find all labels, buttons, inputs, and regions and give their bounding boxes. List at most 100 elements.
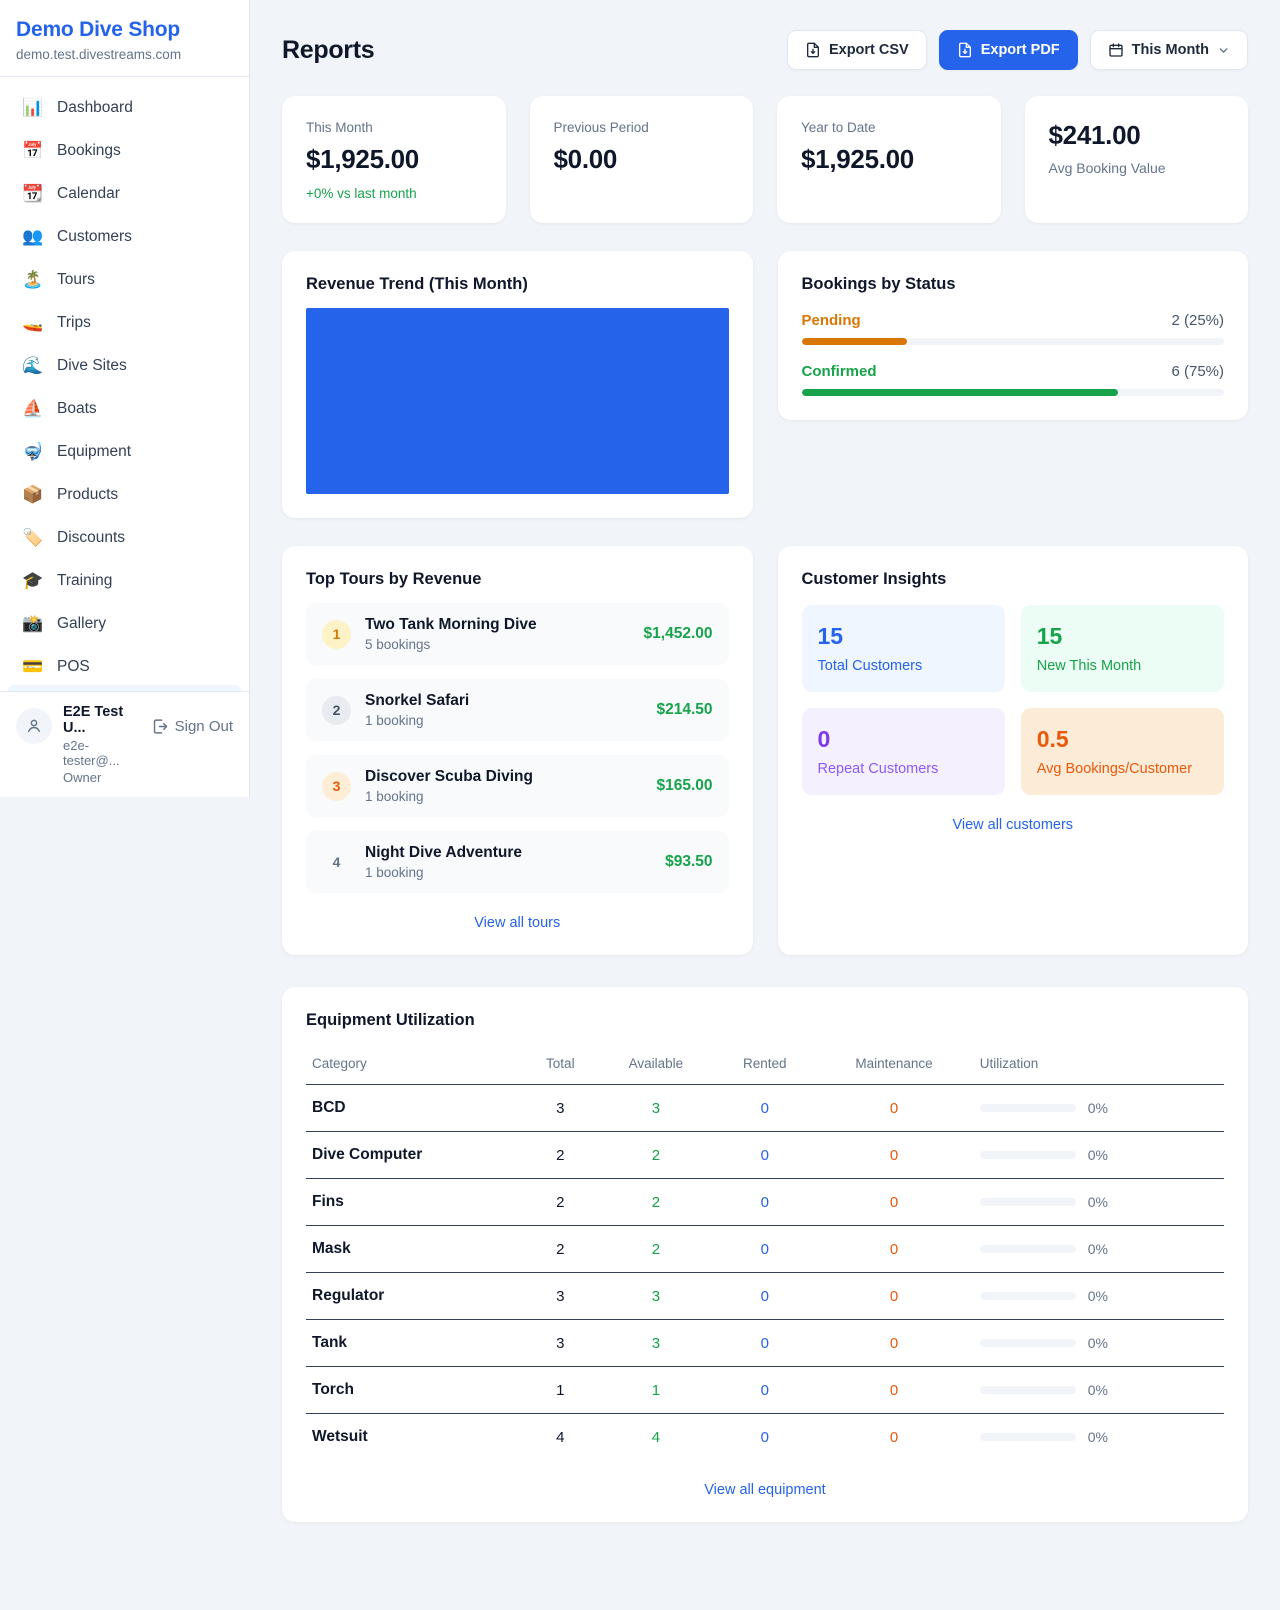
equipment-utilization: 0% bbox=[973, 1366, 1224, 1414]
equipment-maintenance: 0 bbox=[814, 1178, 974, 1226]
sign-out-label: Sign Out bbox=[174, 718, 233, 735]
col-utilization: Utilization bbox=[973, 1048, 1224, 1085]
col-maintenance: Maintenance bbox=[814, 1048, 974, 1085]
equipment-available: 3 bbox=[596, 1272, 716, 1320]
sidebar-item-label: Discounts bbox=[57, 529, 126, 546]
main-content: Reports Export CSV Export PDF This Month… bbox=[250, 0, 1280, 1522]
sidebar-item-discounts[interactable]: 🏷️ Discounts bbox=[8, 519, 241, 557]
equipment-utilization: 0% bbox=[973, 1319, 1224, 1367]
status-row-confirmed: Confirmed 6 (75%) bbox=[801, 363, 1224, 396]
utilization-track bbox=[979, 1245, 1076, 1253]
col-total: Total bbox=[524, 1048, 597, 1085]
sidebar-item-bookings[interactable]: 📅 Bookings bbox=[8, 132, 241, 170]
sidebar-item-label: Tours bbox=[57, 271, 95, 288]
page-title: Reports bbox=[282, 35, 375, 64]
equipment-total: 3 bbox=[524, 1272, 597, 1320]
tour-bookings: 1 booking bbox=[365, 789, 424, 804]
sidebar-item-pos[interactable]: 💳 POS bbox=[8, 648, 241, 685]
equipment-available: 2 bbox=[596, 1131, 716, 1179]
equipment-available: 1 bbox=[596, 1366, 716, 1414]
sidebar: Demo Dive Shop demo.test.divestreams.com… bbox=[0, 0, 250, 797]
view-all-customers-link[interactable]: View all customers bbox=[952, 817, 1074, 833]
chevron-down-icon bbox=[1219, 47, 1228, 53]
pos-icon: 💳 bbox=[22, 657, 44, 676]
equipment-rented: 0 bbox=[715, 1178, 815, 1226]
equipment-maintenance: 0 bbox=[814, 1319, 974, 1367]
tile-value: 0.5 bbox=[1036, 726, 1069, 752]
equipment-available: 3 bbox=[596, 1319, 716, 1367]
utilization-track bbox=[979, 1339, 1076, 1347]
sidebar-item-products[interactable]: 📦 Products bbox=[8, 476, 241, 514]
view-all-tours-link[interactable]: View all tours bbox=[474, 915, 561, 931]
equipment-total: 4 bbox=[556, 1428, 565, 1446]
period-label: This Month bbox=[1131, 42, 1209, 58]
sidebar-item-label: Gallery bbox=[57, 615, 107, 632]
export-pdf-button[interactable]: Export PDF bbox=[938, 30, 1078, 70]
tile-repeat-customers: 0 Repeat Customers bbox=[801, 708, 1005, 795]
equipment-title: Equipment Utilization bbox=[306, 1011, 475, 1029]
equipment-total: 3 bbox=[524, 1084, 597, 1132]
tour-row: 3 Discover Scuba Diving 1 booking $165.00 bbox=[306, 755, 729, 817]
stats-row: This Month $1,925.00 +0% vs last month P… bbox=[282, 96, 1248, 223]
equipment-table: Category Total Available Rented Maintena… bbox=[306, 1048, 1224, 1460]
stat-label: This Month bbox=[306, 120, 373, 135]
utilization-percent: 0% bbox=[1087, 1194, 1108, 1210]
equipment-row: Regulator 3 3 0 0 0% bbox=[306, 1272, 1224, 1320]
sidebar-item-dive-sites[interactable]: 🌊 Dive Sites bbox=[8, 347, 241, 385]
utilization-track bbox=[979, 1104, 1076, 1112]
tour-row: 4 Night Dive Adventure 1 booking $93.50 bbox=[306, 831, 729, 893]
stat-card-year-to-date: Year to Date $1,925.00 bbox=[777, 96, 1001, 223]
dashboard-icon: 📊 bbox=[22, 98, 44, 117]
stat-label: Year to Date bbox=[801, 120, 876, 135]
sidebar-item-label: Equipment bbox=[57, 443, 132, 460]
progress-fill bbox=[801, 389, 1119, 396]
insight-tiles: 15 Total Customers 15 New This Month 0 R… bbox=[801, 605, 1224, 795]
tile-new-this-month: 15 New This Month bbox=[1020, 605, 1224, 692]
progress-track bbox=[801, 338, 1224, 345]
sidebar-item-equipment[interactable]: 🤿 Equipment bbox=[8, 433, 241, 471]
sidebar-item-trips[interactable]: 🚤 Trips bbox=[8, 304, 241, 342]
sidebar-item-training[interactable]: 🎓 Training bbox=[8, 562, 241, 600]
period-dropdown[interactable]: This Month bbox=[1089, 30, 1248, 70]
calendar-icon: 📆 bbox=[22, 184, 44, 203]
revenue-trend-card: Revenue Trend (This Month) bbox=[282, 251, 753, 518]
utilization-percent: 0% bbox=[1087, 1382, 1108, 1398]
header-actions: Export CSV Export PDF This Month bbox=[786, 30, 1248, 70]
equipment-row: Wetsuit 4 4 0 0 0% bbox=[306, 1414, 1224, 1461]
sidebar-item-tours[interactable]: 🏝️ Tours bbox=[8, 261, 241, 299]
export-csv-button[interactable]: Export CSV bbox=[786, 30, 927, 70]
rank-badge: 1 bbox=[322, 619, 351, 649]
sign-out-icon bbox=[153, 719, 167, 734]
view-all-equipment-link[interactable]: View all equipment bbox=[704, 1482, 826, 1498]
sidebar-item-dashboard[interactable]: 📊 Dashboard bbox=[8, 89, 241, 127]
user-email: e2e-tester@... bbox=[63, 738, 120, 768]
sidebar-item-boats[interactable]: ⛵ Boats bbox=[8, 390, 241, 428]
sidebar-item-gallery[interactable]: 📸 Gallery bbox=[8, 605, 241, 643]
sidebar-item-label: Products bbox=[57, 486, 119, 503]
tour-row: 1 Two Tank Morning Dive 5 bookings $1,452… bbox=[306, 603, 729, 665]
sidebar-item-reports-partial[interactable] bbox=[8, 685, 241, 691]
utilization-percent: 0% bbox=[1087, 1100, 1108, 1116]
avatar bbox=[16, 708, 52, 744]
utilization-track bbox=[979, 1433, 1076, 1441]
shop-name: Demo Dive Shop bbox=[16, 18, 181, 41]
sidebar-item-label: Calendar bbox=[57, 185, 120, 202]
equipment-category: Torch bbox=[306, 1366, 525, 1414]
equipment-utilization: 0% bbox=[973, 1225, 1224, 1273]
sidebar-item-label: Bookings bbox=[57, 142, 121, 159]
utilization-percent: 0% bbox=[1087, 1288, 1108, 1304]
sidebar-item-calendar[interactable]: 📆 Calendar bbox=[8, 175, 241, 213]
tile-value: 15 bbox=[1036, 623, 1063, 649]
calendar-icon bbox=[1109, 43, 1123, 57]
file-download-icon bbox=[958, 42, 971, 58]
col-category: Category bbox=[306, 1048, 525, 1085]
utilization-percent: 0% bbox=[1087, 1241, 1108, 1257]
sidebar-item-label: Training bbox=[57, 572, 113, 589]
equipment-utilization: 0% bbox=[973, 1084, 1224, 1132]
rank-badge: 2 bbox=[322, 695, 351, 725]
products-icon: 📦 bbox=[22, 485, 44, 504]
tour-name: Night Dive Adventure bbox=[365, 844, 523, 861]
sidebar-item-customers[interactable]: 👥 Customers bbox=[8, 218, 241, 256]
sign-out-button[interactable]: Sign Out bbox=[151, 718, 233, 735]
tile-label: Total Customers bbox=[817, 658, 923, 674]
